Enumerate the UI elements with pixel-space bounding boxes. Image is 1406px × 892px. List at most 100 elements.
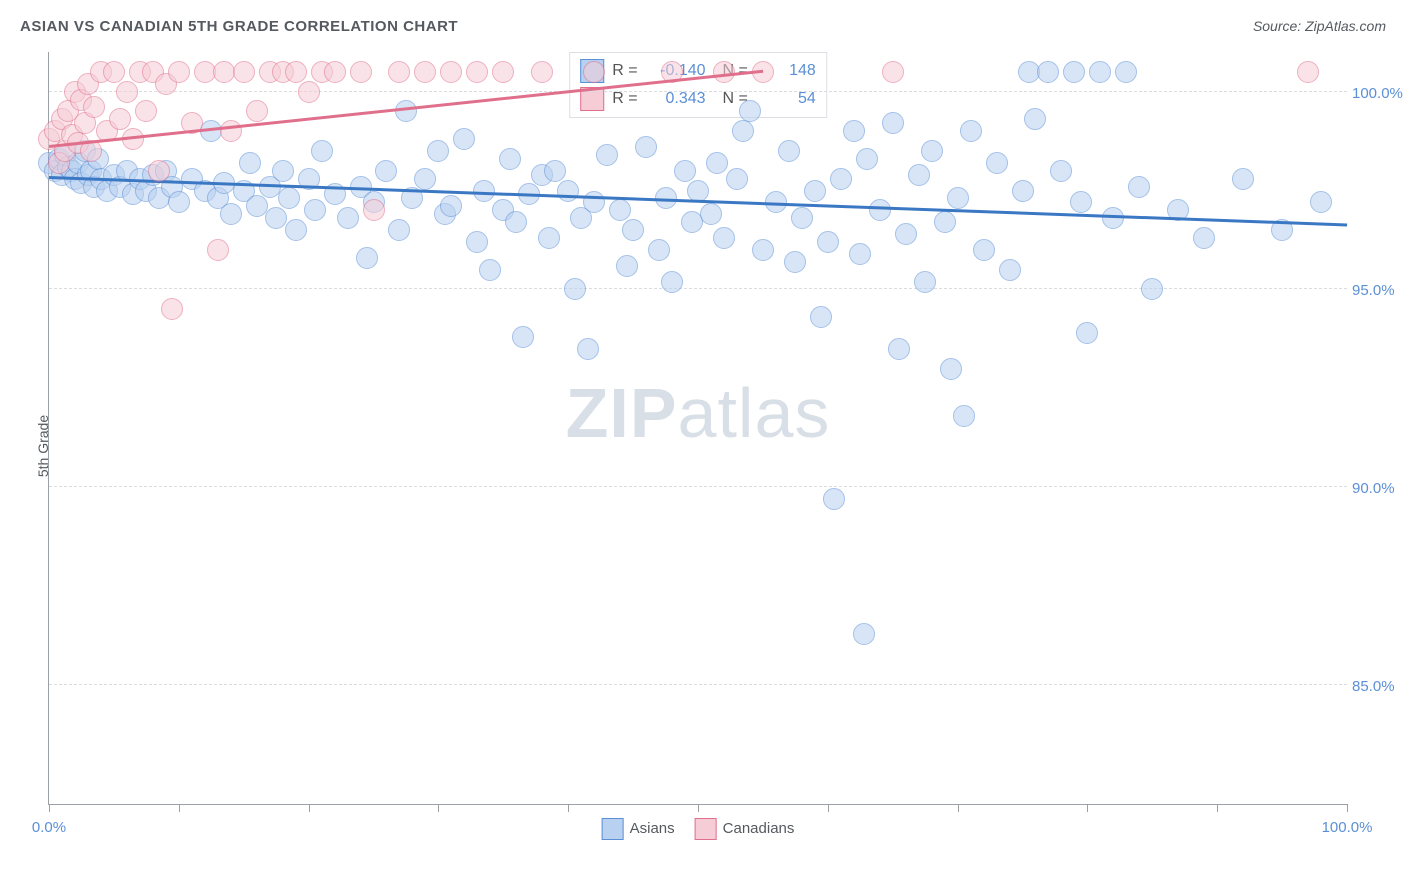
watermark-atlas: atlas xyxy=(678,374,831,452)
data-point xyxy=(298,81,320,103)
data-point xyxy=(882,61,904,83)
legend-swatch-icon xyxy=(602,818,624,840)
data-point xyxy=(466,61,488,83)
x-tick xyxy=(49,804,50,812)
data-point xyxy=(700,203,722,225)
data-point xyxy=(830,168,852,190)
data-point xyxy=(706,152,728,174)
data-point xyxy=(804,180,826,202)
r-value-canadians: 0.343 xyxy=(646,90,706,108)
y-tick-label: 95.0% xyxy=(1352,282,1406,299)
data-point xyxy=(207,239,229,261)
data-point xyxy=(473,180,495,202)
x-tick xyxy=(438,804,439,812)
data-point xyxy=(220,203,242,225)
data-point xyxy=(564,278,586,300)
data-point xyxy=(1024,108,1046,130)
data-point xyxy=(622,219,644,241)
data-point xyxy=(337,207,359,229)
data-point xyxy=(427,140,449,162)
data-point xyxy=(1310,191,1332,213)
data-point xyxy=(414,168,436,190)
data-point xyxy=(1115,61,1137,83)
data-point xyxy=(947,187,969,209)
x-tick xyxy=(309,804,310,812)
correlation-legend: R = -0.140 N = 148 R = 0.343 N = 54 xyxy=(569,52,827,118)
data-point xyxy=(246,100,268,122)
data-point xyxy=(934,211,956,233)
data-point xyxy=(272,160,294,182)
plot-area: ZIPatlas R = -0.140 N = 148 R = 0.343 N … xyxy=(48,52,1347,805)
data-point xyxy=(1037,61,1059,83)
data-point xyxy=(148,160,170,182)
data-point xyxy=(895,223,917,245)
legend-item-asians: Asians xyxy=(602,818,675,840)
data-point xyxy=(869,199,891,221)
x-tick xyxy=(828,804,829,812)
data-point xyxy=(616,255,638,277)
data-point xyxy=(311,140,333,162)
data-point xyxy=(304,199,326,221)
data-point xyxy=(453,128,475,150)
data-point xyxy=(388,219,410,241)
data-point xyxy=(999,259,1021,281)
data-point xyxy=(116,81,138,103)
data-point xyxy=(752,239,774,261)
data-point xyxy=(285,219,307,241)
data-point xyxy=(135,100,157,122)
data-point xyxy=(285,61,307,83)
data-point xyxy=(220,120,242,142)
data-point xyxy=(778,140,800,162)
data-point xyxy=(414,61,436,83)
data-point xyxy=(960,120,982,142)
y-tick-label: 90.0% xyxy=(1352,480,1406,497)
data-point xyxy=(648,239,670,261)
x-tick xyxy=(1347,804,1348,812)
data-point xyxy=(538,227,560,249)
data-point xyxy=(810,306,832,328)
data-point xyxy=(726,168,748,190)
x-tick xyxy=(958,804,959,812)
data-point xyxy=(1128,176,1150,198)
data-point xyxy=(324,61,346,83)
data-point xyxy=(557,180,579,202)
r-label: R = xyxy=(612,62,637,80)
legend-item-canadians: Canadians xyxy=(695,818,795,840)
data-point xyxy=(784,251,806,273)
data-point xyxy=(739,100,761,122)
data-point xyxy=(1063,61,1085,83)
data-point xyxy=(1297,61,1319,83)
x-tick xyxy=(179,804,180,812)
data-point xyxy=(440,195,462,217)
data-point xyxy=(265,207,287,229)
legend-swatch-icon xyxy=(695,818,717,840)
data-point xyxy=(849,243,871,265)
source-label: Source: ZipAtlas.com xyxy=(1253,18,1386,34)
data-point xyxy=(356,247,378,269)
data-point xyxy=(973,239,995,261)
data-point xyxy=(395,100,417,122)
data-point xyxy=(168,191,190,213)
x-tick xyxy=(1217,804,1218,812)
legend-row-asians: R = -0.140 N = 148 xyxy=(580,57,816,85)
data-point xyxy=(239,152,261,174)
data-point xyxy=(109,108,131,130)
data-point xyxy=(940,358,962,380)
data-point xyxy=(512,326,534,348)
data-point xyxy=(713,61,735,83)
data-point xyxy=(888,338,910,360)
data-point xyxy=(1070,191,1092,213)
data-point xyxy=(246,195,268,217)
data-point xyxy=(921,140,943,162)
r-label: R = xyxy=(612,90,637,108)
data-point xyxy=(1102,207,1124,229)
data-point xyxy=(531,61,553,83)
x-tick xyxy=(698,804,699,812)
x-tick-label: 0.0% xyxy=(32,819,66,836)
data-point xyxy=(233,61,255,83)
n-value-canadians: 54 xyxy=(756,90,816,108)
data-point xyxy=(375,160,397,182)
data-point xyxy=(856,148,878,170)
data-point xyxy=(791,207,813,229)
data-point xyxy=(953,405,975,427)
